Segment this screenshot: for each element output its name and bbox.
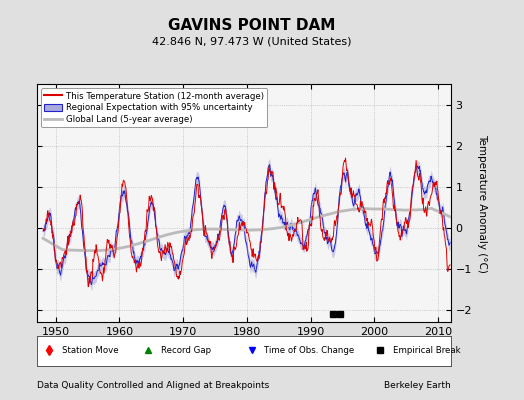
Text: GAVINS POINT DAM: GAVINS POINT DAM (168, 18, 335, 34)
Text: Record Gap: Record Gap (161, 346, 211, 355)
Text: Empirical Break: Empirical Break (392, 346, 460, 355)
Text: Data Quality Controlled and Aligned at Breakpoints: Data Quality Controlled and Aligned at B… (37, 381, 269, 390)
Text: 42.846 N, 97.473 W (United States): 42.846 N, 97.473 W (United States) (152, 37, 351, 47)
Legend: This Temperature Station (12-month average), Regional Expectation with 95% uncer: This Temperature Station (12-month avera… (41, 88, 267, 127)
Text: Station Move: Station Move (61, 346, 118, 355)
Text: Berkeley Earth: Berkeley Earth (384, 381, 451, 390)
Text: Time of Obs. Change: Time of Obs. Change (265, 346, 355, 355)
Y-axis label: Temperature Anomaly (°C): Temperature Anomaly (°C) (477, 134, 487, 272)
